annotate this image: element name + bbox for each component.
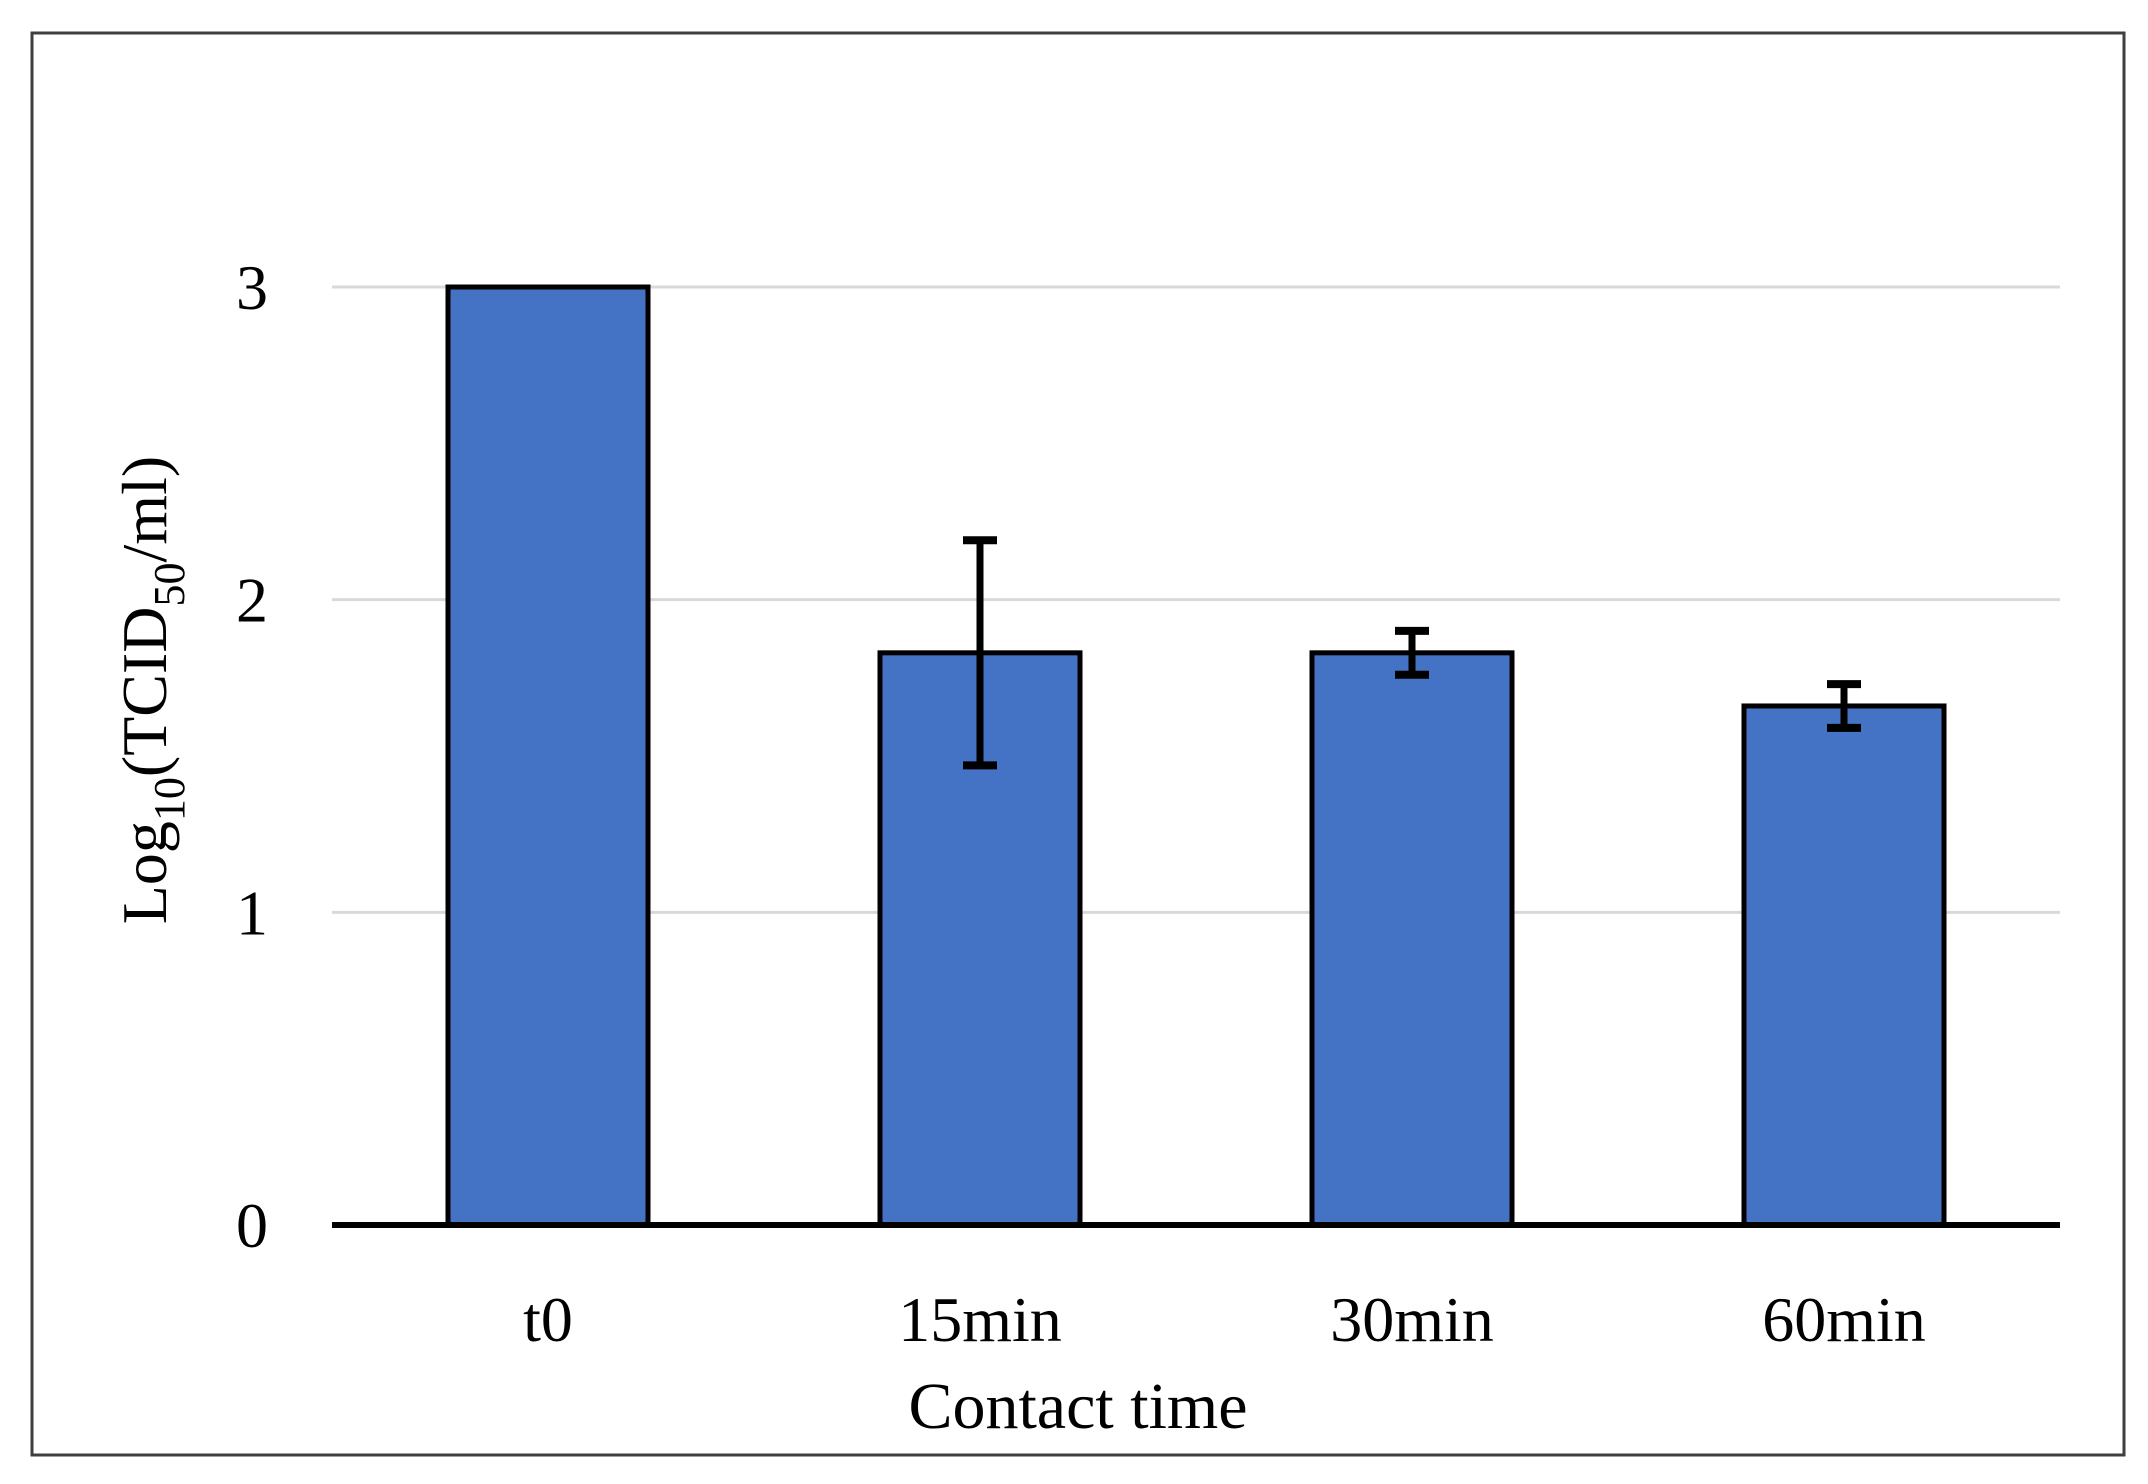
bar-30min [1309,650,1515,1228]
y-axis-title-subscript: 50 [145,562,194,606]
error-bar-30min [1395,626,1429,679]
bar-60min [1741,703,1947,1228]
y-axis-title: Log10(TCID50/ml) [109,456,194,924]
y-axis-title-segment: /ml) [109,456,180,563]
x-tick-labels-group: t0 15min 30min 60min [523,1284,1926,1355]
x-tick-label: 60min [1762,1284,1926,1355]
y-tick-label: 2 [236,565,268,636]
error-bar-60min [1827,680,1861,732]
y-tick-label: 0 [236,1190,268,1261]
error-bar-15min [963,536,997,770]
y-axis-title-subscript: 10 [145,777,194,821]
error-bars-group [963,536,1861,770]
y-axis-title-segment: Log [109,821,180,924]
y-tick-label: 3 [236,252,268,323]
y-axis-title-segment: (TCID [109,606,180,777]
x-tick-label: 15min [898,1284,1062,1355]
bar-t0 [445,284,651,1228]
x-axis-title: Contact time [908,1370,1247,1443]
x-tick-label: 30min [1330,1284,1494,1355]
y-tick-label: 1 [236,877,268,948]
x-tick-label: t0 [523,1284,573,1355]
y-tick-labels-group: 0 1 2 3 [236,252,268,1261]
